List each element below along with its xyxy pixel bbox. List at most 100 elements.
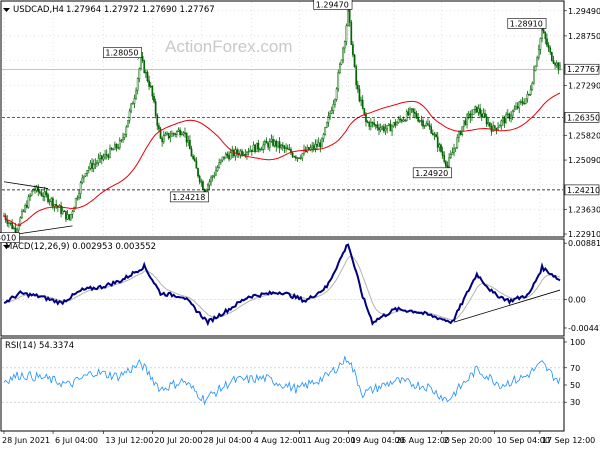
- candle-body: [458, 131, 460, 138]
- macd-title: MACD(12,26,9) 0.002953 0.003552: [5, 242, 156, 252]
- candle-body: [89, 162, 92, 169]
- candle-body: [547, 44, 550, 49]
- candle-body: [220, 159, 222, 163]
- candle-body: [518, 101, 521, 109]
- candle-body: [79, 182, 82, 194]
- candle-body: [312, 145, 315, 149]
- candle-body: [392, 122, 395, 127]
- candle-body: [327, 115, 330, 123]
- candle-body: [497, 127, 499, 131]
- candle-body: [133, 98, 136, 104]
- candle-body: [379, 127, 382, 131]
- candle-body: [503, 118, 506, 124]
- sr-price-box: [564, 112, 600, 123]
- annotation-label: 1.24218: [172, 193, 205, 202]
- candle-body: [216, 167, 219, 171]
- candle-body: [281, 144, 284, 147]
- price-overlays: 1.26350 1.24210 1.27767 1.23010 1.28050 1.242…: [0, 0, 600, 243]
- candle-body: [428, 124, 431, 127]
- candle-body: [498, 125, 501, 128]
- candle-body: [355, 66, 358, 86]
- candle-body: [60, 205, 62, 214]
- annotation-box: [313, 0, 353, 10]
- macd-panel[interactable]: [0, 238, 565, 337]
- candle-body: [179, 129, 181, 136]
- candle-body: [425, 123, 428, 126]
- candle-body: [389, 123, 392, 132]
- candle-body: [120, 139, 123, 141]
- candle-body: [420, 120, 423, 122]
- candle-body: [554, 62, 556, 66]
- candle-body: [9, 222, 12, 224]
- candle-body: [510, 115, 512, 119]
- candle-body: [262, 144, 265, 150]
- candle-body: [502, 118, 504, 122]
- candle-body: [397, 118, 400, 123]
- candle-body: [252, 144, 255, 152]
- candle-body: [87, 167, 90, 171]
- candle-body: [125, 126, 128, 135]
- candle-body: [334, 99, 336, 105]
- candle-body: [27, 196, 30, 208]
- candle-body: [223, 156, 225, 159]
- symbol-dropdown-icon[interactable]: [3, 8, 10, 12]
- candle-body: [149, 85, 152, 88]
- sr-price-label: 1.24210: [567, 186, 600, 195]
- candle-body: [431, 132, 434, 136]
- candle-body: [555, 62, 558, 66]
- candle-body: [164, 133, 167, 136]
- candle-body: [539, 38, 542, 50]
- candle-body: [224, 153, 227, 159]
- candle-body: [114, 144, 116, 150]
- candle-body: [400, 119, 403, 122]
- candle-body: [48, 200, 51, 203]
- candle-body: [12, 227, 15, 230]
- candle-body: [102, 156, 105, 160]
- moving-average-line: [3, 92, 561, 226]
- rsi-panel[interactable]: [0, 337, 565, 432]
- candle-body: [378, 127, 380, 131]
- candle-body: [99, 155, 102, 159]
- candle-body: [368, 122, 371, 127]
- candle-body: [536, 57, 539, 67]
- grid-lines: [2, 2, 563, 403]
- candle-body: [484, 113, 486, 118]
- candle-body: [340, 59, 343, 65]
- candle-body: [280, 144, 283, 149]
- candle-body: [236, 149, 239, 154]
- macd-tick-label: 0.00: [568, 296, 586, 305]
- candle-body: [278, 141, 281, 149]
- candle-body: [210, 176, 212, 183]
- candle-body: [293, 156, 296, 158]
- candle-body: [267, 142, 269, 148]
- candle-body: [324, 127, 327, 135]
- x-tick-label: 2 Sep 20:00: [444, 436, 492, 445]
- candle-body: [321, 138, 323, 148]
- candle-body: [489, 122, 491, 127]
- candle-body: [185, 132, 188, 143]
- candle-body: [505, 113, 508, 124]
- candle-body: [440, 144, 442, 152]
- candle-body: [386, 125, 389, 130]
- candle-body: [192, 155, 194, 159]
- candle-body: [24, 205, 27, 212]
- candle-body: [451, 152, 454, 155]
- candle-body: [140, 56, 142, 69]
- candle-body: [317, 142, 320, 147]
- candle-body: [330, 110, 333, 114]
- candle-body: [68, 214, 71, 220]
- annotation-box: [0, 232, 20, 243]
- candle-body: [549, 47, 552, 53]
- candle-body: [74, 198, 77, 208]
- x-tick-label: 17 Sep 12:00: [542, 436, 595, 445]
- candle-body: [21, 210, 23, 218]
- candle-body: [407, 111, 410, 115]
- macd-dropdown-icon[interactable]: [3, 245, 10, 249]
- candle-body: [123, 134, 126, 138]
- candle-body: [467, 113, 470, 116]
- watermark: ActionForex.com: [165, 37, 293, 56]
- candle-body: [353, 54, 356, 68]
- x-tick-label: 6 Jul 04:00: [55, 436, 98, 445]
- candle-body: [265, 140, 268, 144]
